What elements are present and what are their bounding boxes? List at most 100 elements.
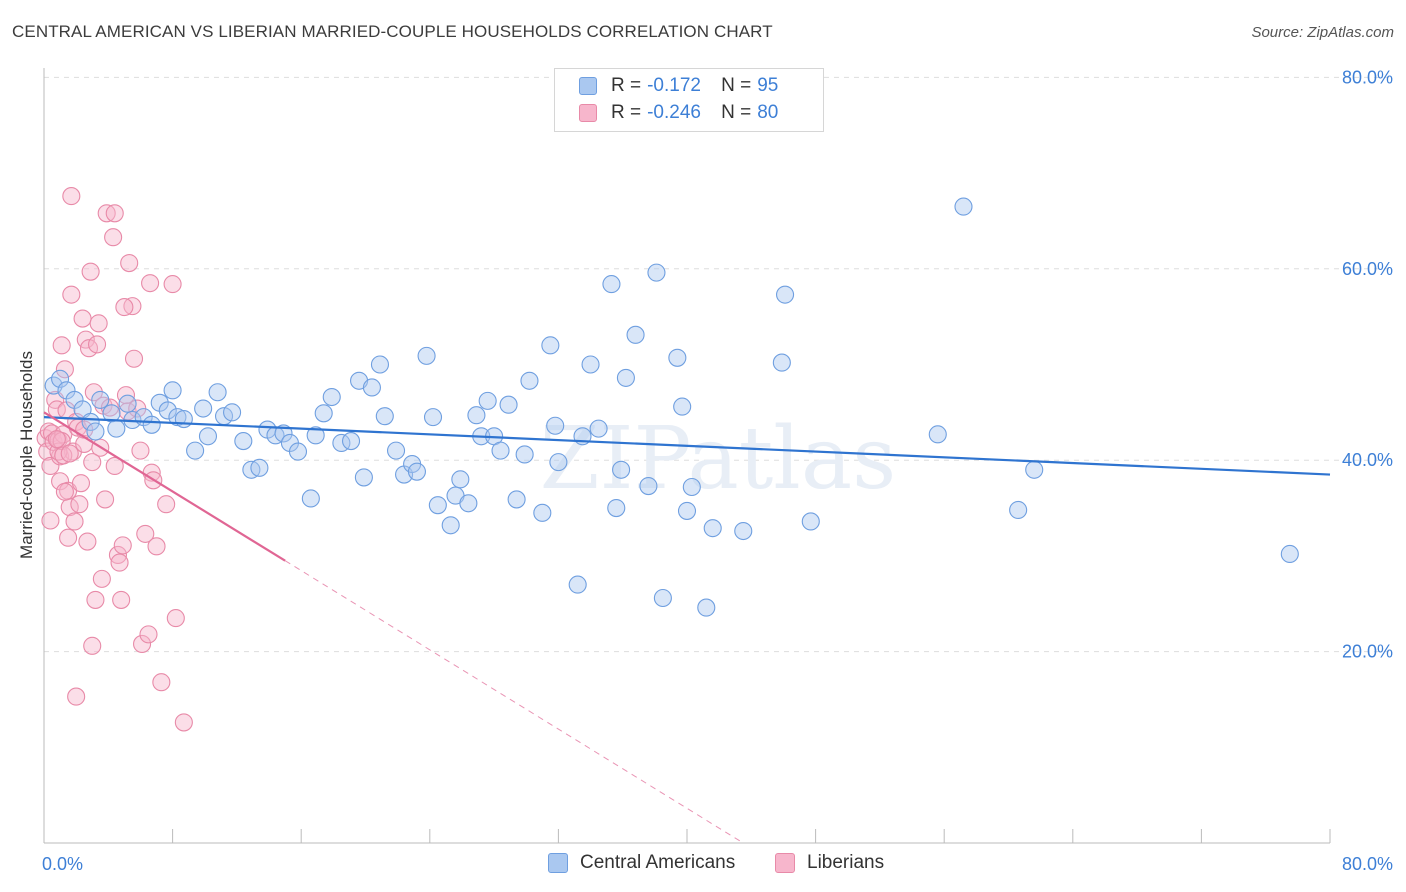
liberians-point <box>157 495 176 514</box>
central-americans-point <box>163 381 182 400</box>
central-americans-point <box>602 275 621 294</box>
central-americans-point <box>91 390 110 409</box>
central-americans-point <box>341 432 361 451</box>
central-americans-point <box>186 441 205 460</box>
central-americans-point <box>459 494 478 513</box>
liberians-point <box>55 482 74 501</box>
central-americans-point <box>198 427 218 446</box>
liberians-point <box>84 383 103 402</box>
liberians-point <box>105 456 124 475</box>
chart-title: CENTRAL AMERICAN VS LIBERIAN MARRIED-COU… <box>12 22 773 41</box>
central-americans-point <box>499 395 518 414</box>
central-americans-point <box>423 408 443 427</box>
central-americans-point <box>142 415 161 434</box>
central-americans-point <box>322 387 341 407</box>
liberians-point <box>41 456 60 475</box>
liberians-point <box>83 453 102 472</box>
liberians-point <box>62 187 81 206</box>
watermark: ZIPatlas <box>540 409 896 509</box>
liberians-point <box>110 553 129 572</box>
liberians-point <box>120 254 139 273</box>
gridlines <box>44 76 1392 653</box>
central-americans-point <box>86 422 105 441</box>
central-americans-point <box>107 419 126 438</box>
central-americans-point <box>639 476 658 496</box>
liberians-point <box>67 687 86 706</box>
source-label: Source: ZipAtlas.com <box>1251 24 1394 41</box>
central-americans-point <box>158 401 177 420</box>
liberians-point <box>71 474 91 493</box>
central-americans-point <box>626 325 645 344</box>
central-americans-point <box>549 453 568 472</box>
liberians-point <box>78 532 97 551</box>
central-americans-trend-line <box>43 416 1331 476</box>
legend-row-liberians: R = -0.246 N = 80 <box>579 100 778 126</box>
liberians-point <box>70 495 89 514</box>
central-americans-point <box>703 519 722 538</box>
central-americans-point <box>589 419 608 438</box>
central-americans-point <box>51 369 70 388</box>
central-americans-point <box>118 394 137 413</box>
y-tick-label: 60.0% <box>1342 259 1393 279</box>
central-americans-point <box>274 424 293 443</box>
central-americans-point <box>697 598 716 617</box>
liberians-point <box>89 314 108 333</box>
central-americans-point <box>288 442 308 461</box>
legend-row-central-americans: R = -0.172 N = 95 <box>579 73 778 99</box>
central-americans-point <box>668 348 687 367</box>
central-americans-point <box>507 490 526 509</box>
central-americans-point <box>1025 460 1044 479</box>
bottom-legend-liberians: Liberians <box>775 852 884 874</box>
liberians-point <box>54 446 73 465</box>
central-americans-point <box>375 407 394 426</box>
central-americans-point <box>928 425 947 444</box>
liberians-point <box>108 545 127 564</box>
liberians-point <box>60 444 79 463</box>
central-americans-point <box>174 409 193 429</box>
tick-labels: 80.0% 60.0% 40.0% 20.0% 0.0% 80.0% <box>42 67 1393 874</box>
liberians-point <box>141 274 160 293</box>
liberians-point <box>65 512 84 531</box>
central-americans-point <box>581 355 600 374</box>
central-americans-point <box>677 501 697 520</box>
central-americans-point <box>250 458 269 477</box>
r-label: R = <box>611 102 642 123</box>
liberians-point <box>92 569 111 588</box>
liberians-point <box>152 673 171 692</box>
r-value-central-americans: -0.172 <box>647 75 701 96</box>
central-americans-point <box>354 468 373 487</box>
liberians-point <box>113 536 132 555</box>
liberians-point <box>41 511 60 530</box>
liberians-legend-swatch <box>775 853 795 873</box>
liberians-point <box>62 285 81 304</box>
liberians-point <box>47 430 66 449</box>
central-americans-point <box>451 470 470 489</box>
liberians-trend-extension <box>284 560 744 844</box>
central-americans-point <box>194 399 213 418</box>
y-tick-label: 40.0% <box>1342 450 1393 470</box>
liberians-point <box>96 490 115 509</box>
liberians-point <box>104 228 123 247</box>
central-americans-point <box>541 336 560 355</box>
central-americans-point <box>546 416 565 435</box>
central-americans-point <box>362 378 381 397</box>
liberians-point <box>136 524 155 543</box>
central-americans-legend-label: Central Americans <box>580 852 736 873</box>
liberians-point <box>83 636 102 655</box>
central-americans-point <box>370 355 390 374</box>
n-value-central-americans: 95 <box>757 75 779 96</box>
liberians-trend-line <box>43 411 286 562</box>
n-value-liberians: 80 <box>757 102 779 123</box>
central-americans-point <box>1009 500 1028 520</box>
central-americans-point <box>515 445 534 464</box>
central-americans-point <box>441 516 460 535</box>
liberians-point <box>73 309 92 328</box>
central-americans-point <box>417 346 436 365</box>
r-label: R = <box>611 75 642 96</box>
liberians-point <box>52 336 71 355</box>
central-americans-point <box>734 521 753 541</box>
trend-lines <box>43 411 1331 844</box>
liberians-point <box>147 537 166 556</box>
central-americans-point <box>954 197 973 216</box>
central-americans-legend-swatch <box>548 853 568 873</box>
